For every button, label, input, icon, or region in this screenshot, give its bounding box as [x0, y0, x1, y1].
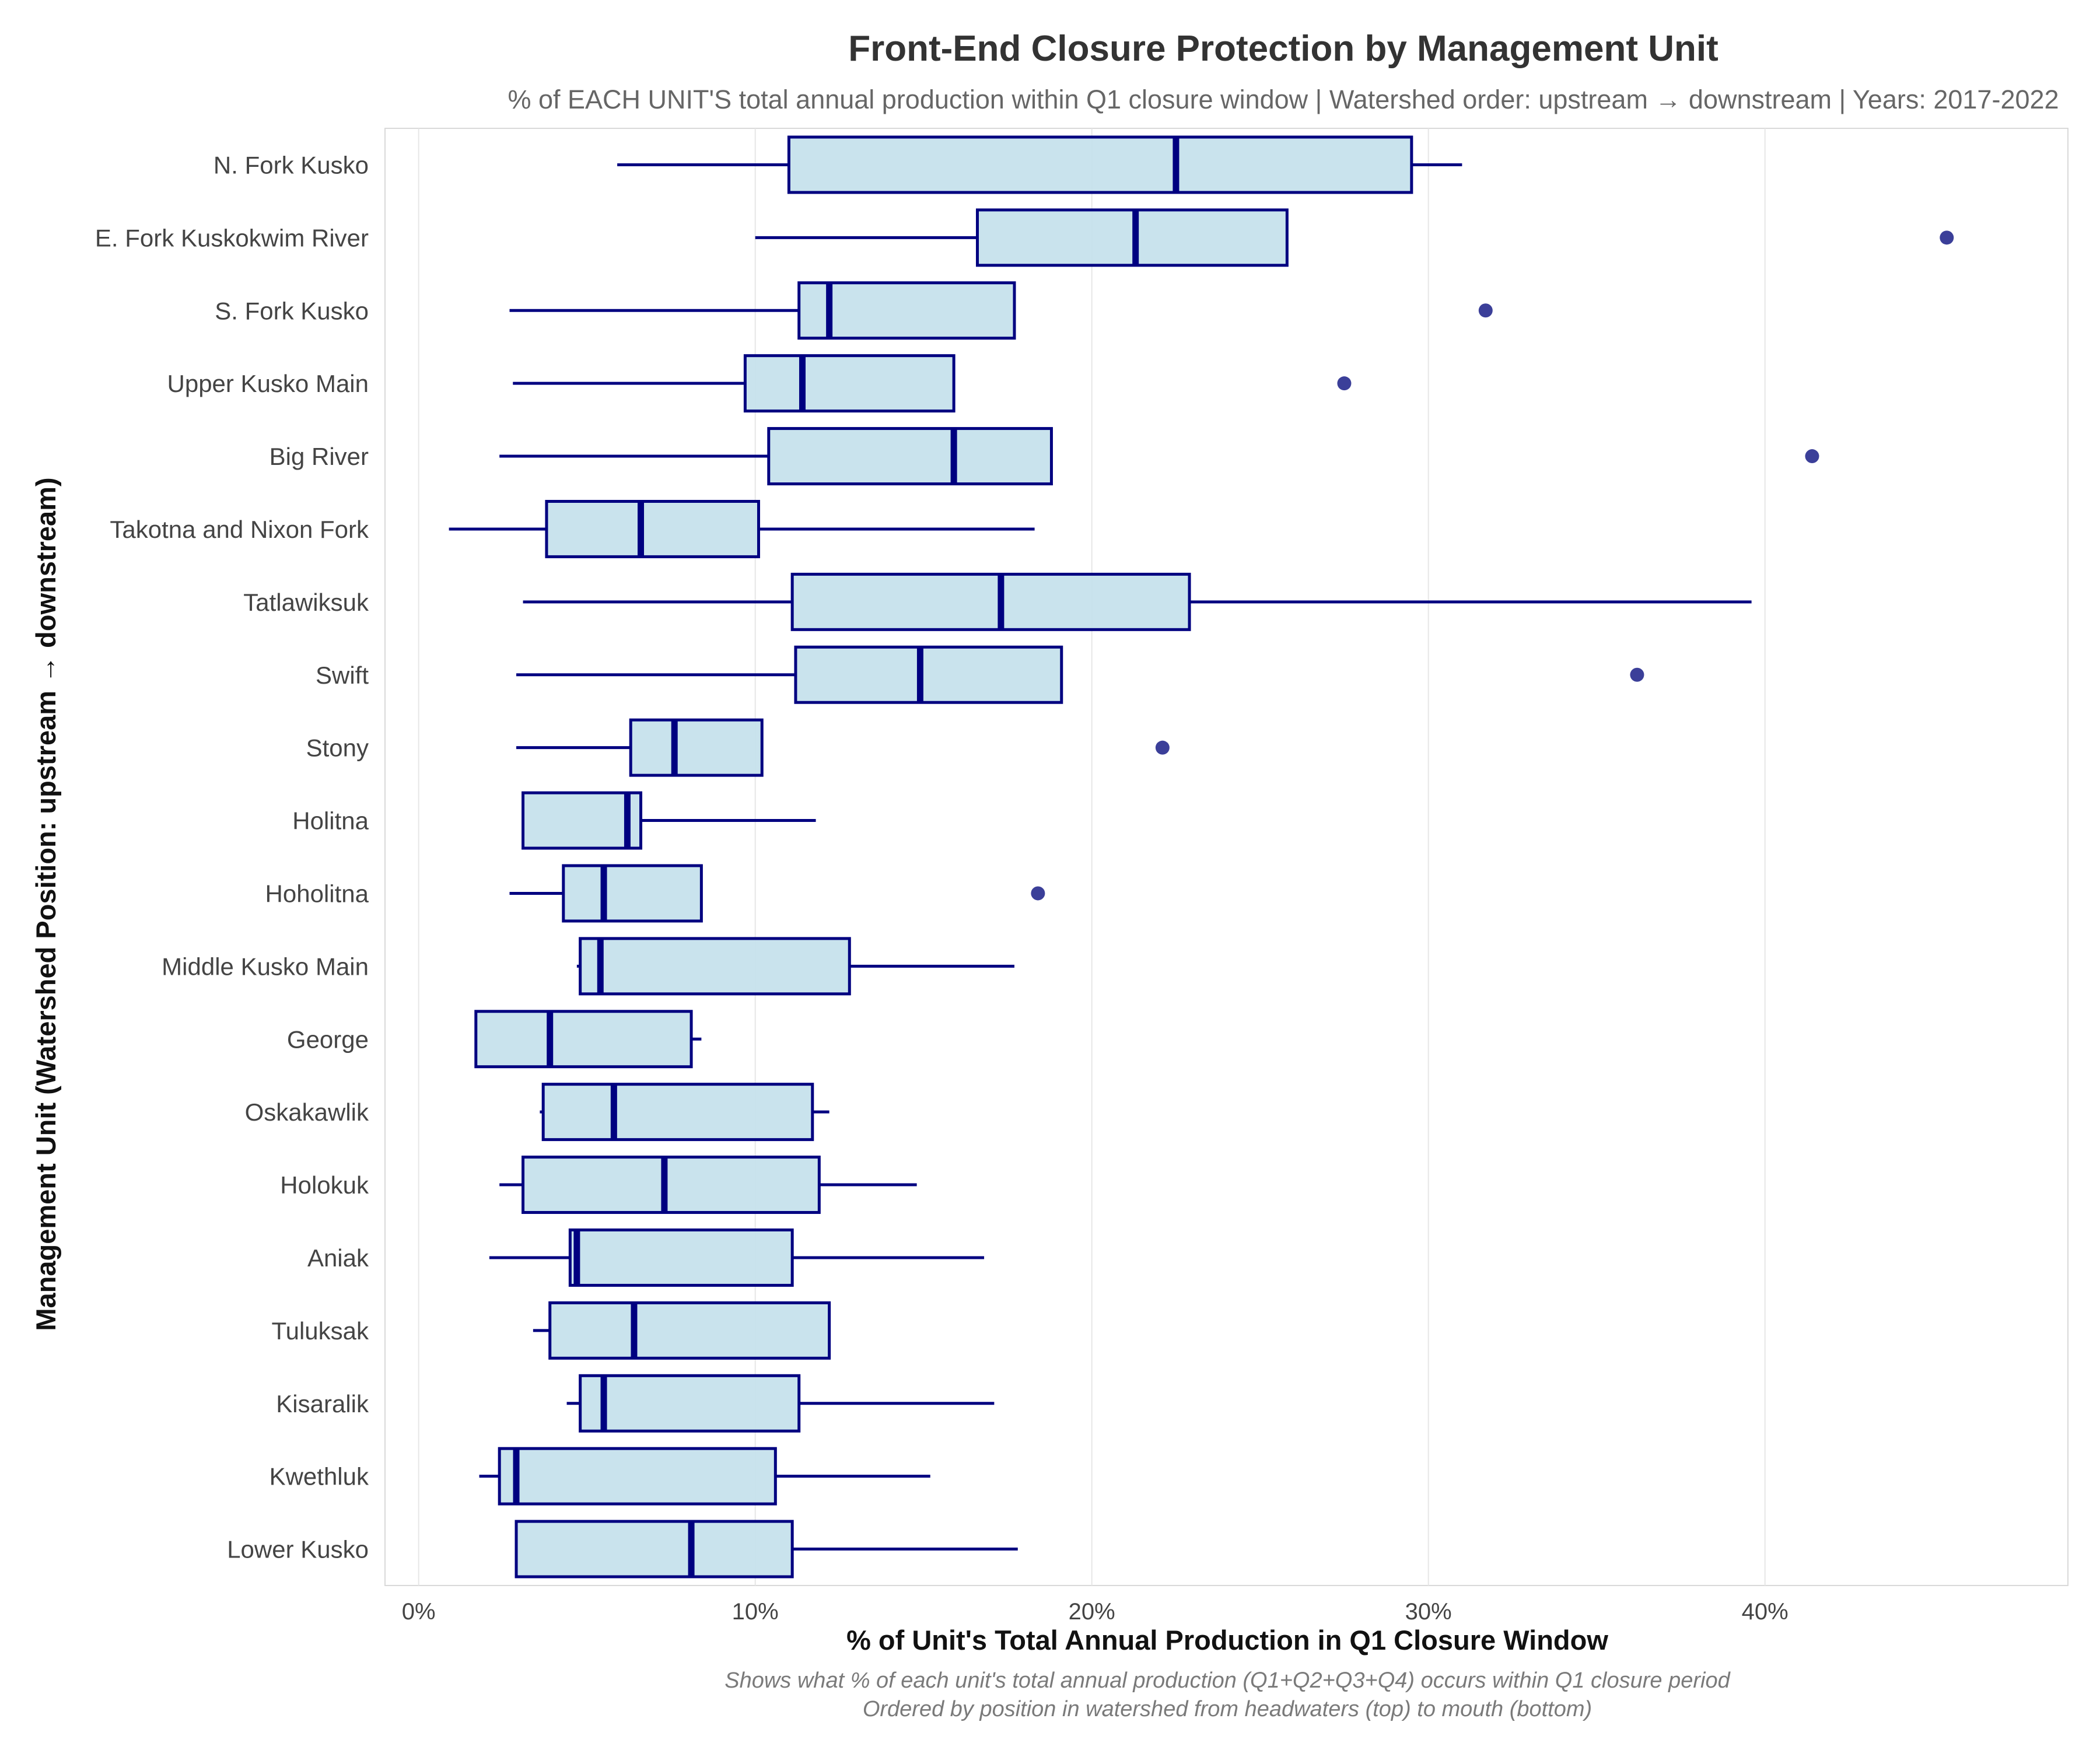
iqr-box [790, 572, 1191, 631]
box-marks [449, 135, 1954, 1578]
y-tick-label: Kwethluk [270, 1463, 369, 1490]
iqr-box [743, 354, 956, 413]
y-tick-label: Aniak [307, 1244, 369, 1272]
chart-title: Front-End Closure Protection by Manageme… [848, 29, 1718, 69]
x-axis-title: % of Unit's Total Annual Production in Q… [846, 1625, 1608, 1656]
outlier-point [1337, 376, 1352, 391]
iqr-box [522, 791, 643, 850]
x-tick-label: 20% [1069, 1599, 1115, 1625]
iqr-box [767, 427, 1053, 486]
chart-subtitle: % of EACH UNIT'S total annual production… [508, 85, 2059, 114]
box-group [509, 864, 1045, 923]
y-tick-label: Holitna [292, 807, 369, 835]
iqr-box [545, 499, 760, 558]
box-group [516, 645, 1644, 704]
iqr-box [797, 281, 1016, 340]
box-group [522, 791, 816, 850]
y-tick-label: Tatlawiksuk [243, 589, 369, 616]
box-group [617, 135, 1462, 194]
y-tick-label: Lower Kusko [227, 1536, 369, 1563]
box-group [533, 1301, 831, 1360]
iqr-box [579, 1374, 801, 1433]
iqr-box [976, 208, 1289, 267]
box-group [523, 572, 1752, 631]
y-tick-label: Kisaralik [276, 1390, 369, 1418]
y-tick-label: Tuluksak [271, 1317, 369, 1345]
iqr-box [514, 1520, 794, 1578]
iqr-box [498, 1447, 777, 1506]
x-tick-labels: 0% 10% 20% 30% 40% [402, 1599, 1788, 1625]
iqr-box [629, 718, 764, 777]
box-group [513, 354, 1352, 413]
outlier-point [1478, 303, 1493, 318]
x-tick-label: 0% [402, 1599, 436, 1625]
iqr-box [541, 1083, 814, 1142]
y-tick-label: Middle Kusko Main [162, 953, 369, 980]
box-group [509, 281, 1493, 340]
y-tick-label: Big River [270, 443, 369, 470]
x-tick-label: 40% [1742, 1599, 1788, 1625]
iqr-box [548, 1301, 831, 1360]
y-tick-label: Stony [306, 734, 369, 762]
box-group [499, 1156, 917, 1214]
outlier-point [1630, 667, 1644, 682]
iqr-box [562, 864, 703, 923]
y-tick-labels: N. Fork Kusko E. Fork Kuskokwim River S. F… [95, 151, 369, 1563]
y-tick-label: E. Fork Kuskokwim River [95, 224, 369, 251]
outlier-point [1940, 230, 1954, 245]
y-tick-label: Hoholitna [265, 880, 369, 907]
y-tick-label: Holokuk [280, 1171, 369, 1199]
box-group [755, 208, 1954, 267]
panel-border [384, 128, 2068, 1586]
caption-line-1: Shows what % of each unit's total annual… [724, 1668, 1731, 1693]
y-tick-label: Oskakawlik [245, 1098, 369, 1126]
iqr-box [794, 645, 1063, 704]
outlier-point [1805, 449, 1819, 464]
box-group [479, 1447, 930, 1506]
x-tick-label: 10% [732, 1599, 779, 1625]
outlier-point [1155, 740, 1170, 755]
y-axis-title: Management Unit (Watershed Position: ups… [30, 477, 61, 1331]
box-group [576, 937, 1014, 996]
y-tick-label: S. Fork Kusko [215, 297, 369, 324]
y-tick-label: N. Fork Kusko [214, 151, 369, 178]
box-group [566, 1374, 995, 1433]
box-group [499, 427, 1819, 486]
y-tick-label: George [287, 1026, 369, 1053]
iqr-box [579, 937, 851, 996]
y-tick-label: Upper Kusko Main [167, 370, 369, 397]
x-tick-label: 30% [1405, 1599, 1452, 1625]
iqr-box [522, 1156, 821, 1214]
iqr-box [787, 135, 1413, 194]
iqr-box [474, 1010, 693, 1069]
box-group [474, 1010, 702, 1069]
plot-panel [384, 128, 2068, 1586]
box-group [489, 1228, 985, 1287]
box-group [514, 1520, 1018, 1578]
y-tick-label: Takotna and Nixon Fork [110, 516, 369, 543]
y-tick-label: Swift [316, 662, 369, 689]
outlier-point [1031, 886, 1045, 901]
box-group [540, 1083, 830, 1142]
iqr-box [568, 1228, 794, 1287]
caption-line-2: Ordered by position in watershed from he… [863, 1697, 1592, 1721]
box-group [449, 499, 1035, 558]
box-group [516, 718, 1170, 777]
